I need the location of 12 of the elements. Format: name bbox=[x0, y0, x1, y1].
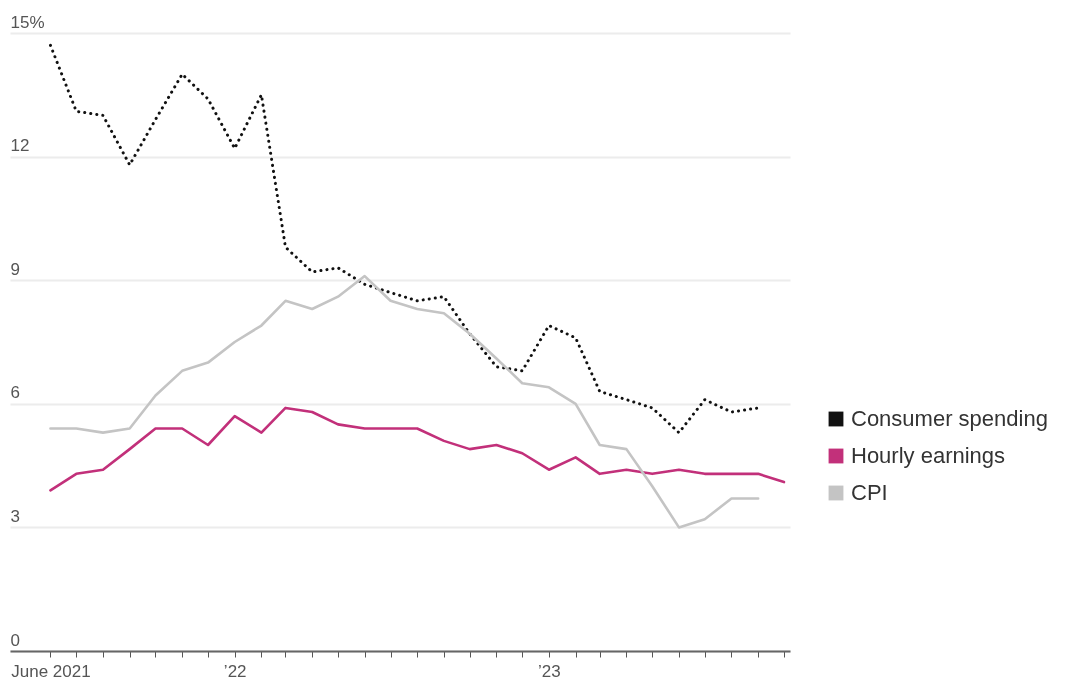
x-tick-label: June 2021 bbox=[11, 661, 91, 681]
y-tick-label: 15% bbox=[10, 12, 45, 32]
y-tick-label: 6 bbox=[10, 383, 20, 403]
y-tick-label: 9 bbox=[10, 259, 20, 279]
y-tick-label: 0 bbox=[10, 630, 20, 650]
legend-label: Consumer spending bbox=[851, 406, 1048, 431]
x-tick-label: ’23 bbox=[538, 661, 561, 681]
legend-label: CPI bbox=[851, 480, 888, 505]
x-tick-label: ’22 bbox=[223, 661, 247, 681]
legend-label: Hourly earnings bbox=[851, 443, 1006, 468]
y-tick-label: 3 bbox=[10, 506, 20, 526]
y-tick-label: 12 bbox=[10, 136, 30, 156]
